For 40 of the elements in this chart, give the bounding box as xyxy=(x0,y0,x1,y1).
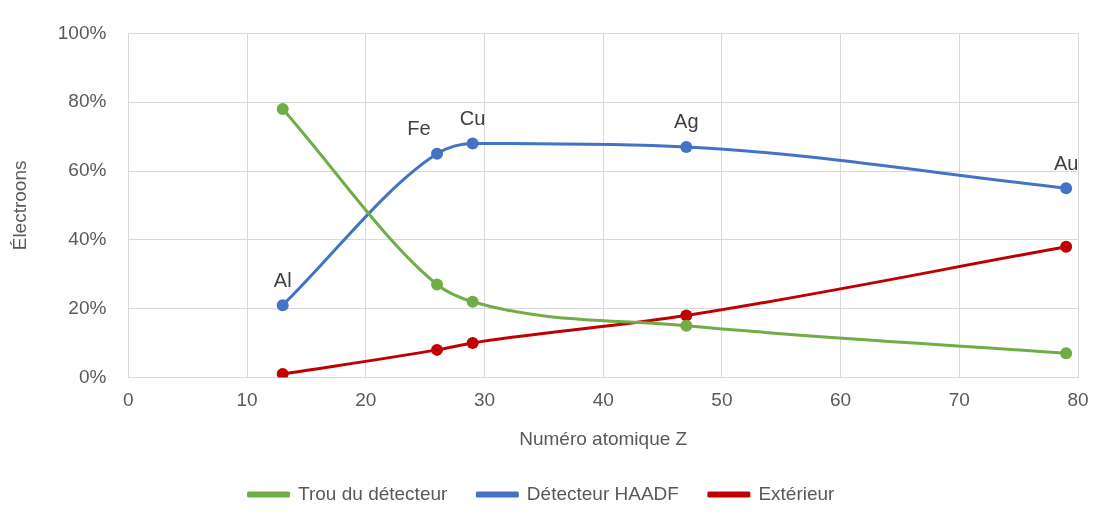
point xyxy=(680,319,693,332)
point xyxy=(1060,182,1073,195)
legend-label: Extérieur xyxy=(758,482,836,504)
y-tick-label: 40% xyxy=(68,228,107,250)
point xyxy=(431,343,444,356)
annotation: Au xyxy=(1053,151,1079,174)
point xyxy=(431,278,444,291)
x-tick-label: 70 xyxy=(948,389,970,411)
point xyxy=(431,147,444,160)
y-tick-label: 100% xyxy=(57,21,107,43)
x-tick-label: 30 xyxy=(473,389,496,411)
annotation: Al xyxy=(273,268,292,291)
annotation: Fe xyxy=(407,117,431,140)
y-tick-label: 0% xyxy=(78,365,107,387)
y-axis-title: Électroons xyxy=(8,160,30,251)
annotation: Ag xyxy=(674,110,699,133)
y-tick-label: 20% xyxy=(68,296,107,318)
point xyxy=(276,367,289,378)
point xyxy=(680,140,693,153)
point xyxy=(680,309,693,322)
y-tick-label: 60% xyxy=(68,159,107,181)
point xyxy=(276,103,289,116)
x-tick-label: 0 xyxy=(123,389,134,411)
point xyxy=(1060,347,1073,360)
x-axis-title: Numéro atomique Z xyxy=(519,427,688,449)
legend-label: Détecteur HAADF xyxy=(526,482,679,504)
x-tick-label: 80 xyxy=(1067,389,1089,411)
x-tick-label: 50 xyxy=(711,389,733,411)
point xyxy=(466,295,479,308)
x-tick-label: 60 xyxy=(830,389,852,411)
x-tick-label: 10 xyxy=(236,389,258,411)
point xyxy=(1060,240,1073,253)
x-tick-label: 20 xyxy=(355,389,377,411)
legend-label: Trou du détecteur xyxy=(298,482,449,504)
point xyxy=(276,299,289,312)
y-tick-label: 80% xyxy=(68,90,107,112)
annotation: Cu xyxy=(459,107,486,129)
x-tick-label: 40 xyxy=(592,389,614,411)
point xyxy=(466,337,479,349)
point xyxy=(466,137,479,150)
